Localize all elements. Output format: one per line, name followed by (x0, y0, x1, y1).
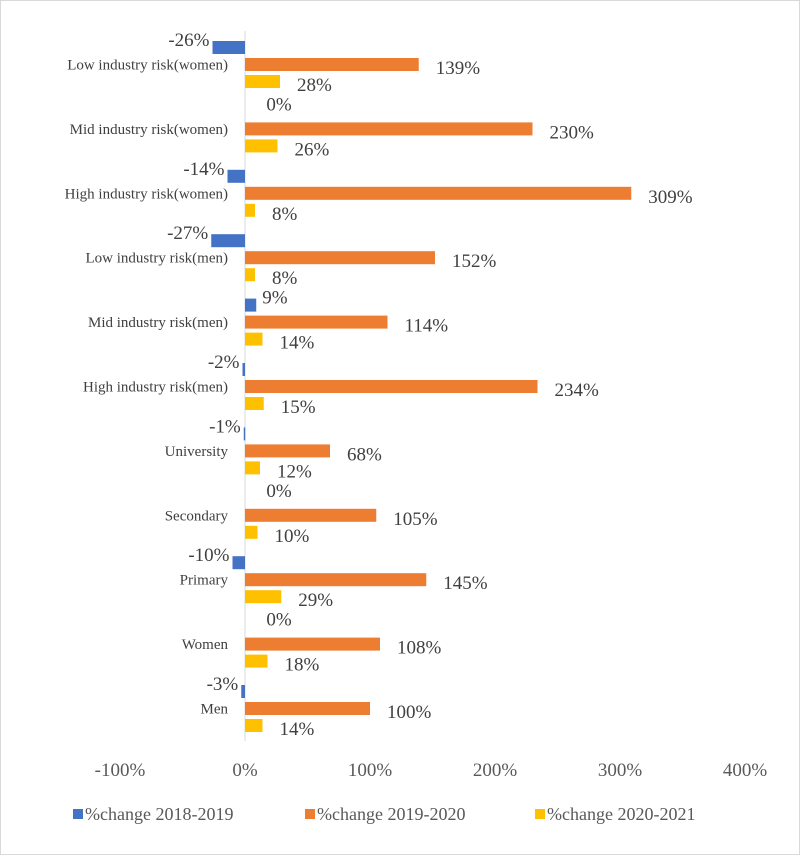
bar (245, 461, 260, 475)
category-label: Low industry risk(men) (86, 251, 228, 267)
data-label: -27% (167, 223, 208, 244)
category-label: Low industry risk(women) (67, 58, 228, 74)
x-tick-label: 0% (232, 760, 258, 781)
bar (245, 298, 257, 312)
bar (245, 203, 255, 217)
x-tick-label: 400% (723, 760, 768, 781)
category-label: Mid industry risk(men) (88, 315, 228, 331)
data-label: -1% (209, 416, 241, 437)
data-label: 152% (452, 251, 497, 272)
category-label: Women (182, 637, 229, 653)
legend-swatch (73, 809, 83, 819)
data-label: -2% (208, 352, 240, 373)
data-label: 26% (295, 139, 330, 160)
data-label: 15% (281, 397, 316, 418)
category-label: High industry risk(women) (65, 186, 228, 202)
legend-entry: %change 2019-2020 (317, 804, 465, 824)
data-label: 9% (262, 288, 288, 309)
category-label: Mid industry risk(women) (70, 122, 228, 138)
data-label: 14% (280, 333, 315, 354)
bar (245, 58, 419, 71)
bar (245, 75, 280, 88)
data-label: 309% (648, 187, 693, 208)
bar (245, 573, 427, 587)
bar (245, 122, 533, 136)
bar (242, 363, 245, 376)
bar (245, 315, 388, 329)
data-label: 29% (298, 590, 333, 611)
data-label: 0% (266, 94, 292, 115)
legend-swatch (535, 809, 545, 819)
category-label: University (165, 444, 229, 460)
bar (245, 702, 370, 715)
data-label: 234% (555, 380, 600, 401)
legend-swatch (305, 809, 315, 819)
bar (212, 41, 245, 54)
data-label: 14% (280, 719, 315, 740)
category-label: Secondary (165, 508, 229, 524)
bar (245, 719, 263, 732)
bar (245, 508, 377, 522)
data-label: 18% (285, 655, 320, 676)
data-label: -26% (168, 30, 209, 51)
bar (245, 251, 435, 265)
x-tick-label: -100% (95, 760, 146, 781)
bar (245, 268, 255, 282)
category-label: Primary (180, 573, 229, 589)
bar (245, 590, 282, 604)
data-label: -14% (183, 159, 224, 180)
data-label: 0% (266, 610, 292, 631)
data-label: 105% (393, 509, 438, 530)
bar (243, 427, 246, 441)
legend-entry: %change 2018-2019 (85, 804, 233, 824)
bar (245, 525, 258, 539)
data-label: 10% (275, 526, 310, 547)
x-tick-label: 300% (598, 760, 643, 781)
bar (245, 637, 380, 651)
category-label: High industry risk(men) (83, 380, 228, 396)
x-tick-label: 200% (473, 760, 518, 781)
data-label: -10% (188, 545, 229, 566)
data-label: 108% (397, 638, 442, 659)
bar (232, 556, 245, 570)
bar (245, 186, 632, 200)
data-label: 100% (387, 702, 432, 723)
data-label: 28% (297, 75, 332, 96)
data-label: 8% (272, 204, 298, 225)
bar (227, 169, 245, 183)
bar (245, 444, 330, 458)
data-label: 0% (266, 481, 292, 502)
bar (245, 654, 268, 668)
data-label: 114% (405, 316, 449, 337)
bar (241, 685, 245, 698)
data-label: 230% (550, 122, 595, 143)
data-label: -3% (207, 674, 239, 695)
data-label: 145% (443, 573, 488, 594)
bar (245, 332, 263, 346)
bar (245, 139, 278, 153)
category-label: Men (201, 702, 229, 718)
data-label: 8% (272, 268, 298, 289)
data-label: 68% (347, 444, 382, 465)
bar (245, 380, 538, 393)
x-tick-label: 100% (348, 760, 393, 781)
bar (211, 234, 245, 248)
legend-entry: %change 2020-2021 (547, 804, 695, 824)
data-label: 12% (277, 461, 312, 482)
data-label: 139% (436, 58, 481, 79)
bar (245, 397, 264, 410)
